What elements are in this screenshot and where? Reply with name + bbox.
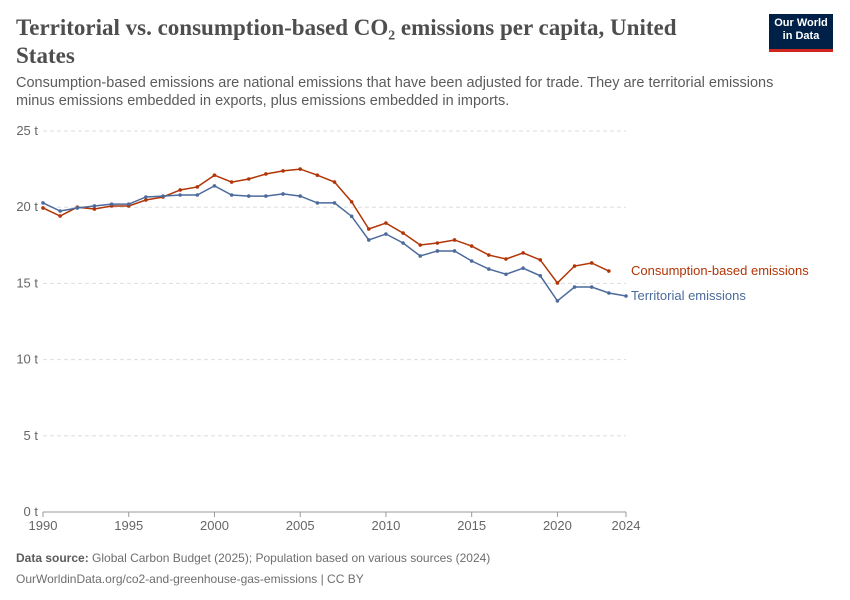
data-point [487,253,491,257]
data-point [401,241,405,245]
owid-logo[interactable]: Our World in Data [769,14,833,52]
data-point [469,259,474,263]
data-point [195,185,200,189]
line-chart: 0 t 5 t 10 t 15 t 20 t 25 t 1990 1995 2000 2005 20… [16,123,809,533]
data-point [229,180,234,184]
x-tick-label: 2015 [457,518,486,533]
data-point [41,206,45,210]
data-point [435,241,440,245]
data-point [41,201,45,205]
data-point [589,261,594,265]
data-point [195,193,200,197]
data-point [589,285,594,289]
x-tick-label: 2010 [371,518,400,533]
data-point [555,299,560,303]
data-point [58,209,62,213]
data-point [332,201,337,205]
y-tick-label: 10 t [16,352,38,367]
x-tick-label: 2024 [612,518,641,533]
data-point [555,281,560,285]
data-point [315,173,320,177]
data-point [144,195,148,199]
y-tick-label: 0 t [24,504,39,519]
data-point [178,193,182,197]
footer-url[interactable]: OurWorldinData.org/co2-and-greenhouse-ga… [16,572,364,586]
data-point [281,169,285,173]
x-tick-label: 2020 [543,518,572,533]
data-point [264,172,268,176]
logo-line2: in Data [782,30,820,42]
data-point [452,249,457,253]
data-point [92,207,97,211]
y-tick-label: 25 t [16,123,38,138]
data-point [349,214,354,219]
series-label: Consumption-based emissions [631,263,809,278]
data-point [212,173,217,177]
data-point [452,238,457,242]
x-tick-label: 2005 [286,518,315,533]
data-point [572,285,577,289]
data-point [298,194,303,198]
data-point [384,232,388,236]
data-point [538,273,543,278]
data-point [366,227,371,231]
data-point [178,188,182,192]
y-tick-label: 5 t [24,428,39,443]
data-point [298,167,303,171]
x-tick-label: 1995 [114,518,143,533]
source-text: Global Carbon Budget (2025); Population … [92,551,491,565]
series-label: Territorial emissions [631,288,746,303]
data-point [607,291,611,295]
series-line-0 [42,168,610,285]
data-point [521,266,525,270]
chart-subtitle: Consumption-based emissions are national… [16,75,774,109]
data-point [624,294,628,298]
data-point [401,231,405,235]
x-tick-label: 1990 [29,518,58,533]
data-point [161,194,165,198]
data-point [487,267,491,271]
data-point [366,238,371,242]
data-point [504,272,508,277]
data-point [521,251,525,255]
logo-line1: Our World [774,17,828,29]
data-point [144,198,148,202]
data-point [538,258,543,262]
data-point [109,202,114,206]
data-point [246,194,251,198]
data-point [418,254,423,258]
data-point [435,249,440,253]
data-point [75,206,80,210]
data-point [332,180,337,184]
chart-title: Territorial vs. consumption-based CO₂ em… [16,15,677,68]
data-point [58,214,62,218]
data-point [246,177,251,181]
source-label: Data source: [16,551,89,565]
y-tick-label: 20 t [16,199,38,214]
x-tick-label: 2000 [200,518,229,533]
data-point [572,264,577,268]
data-point [229,193,234,197]
data-point [315,201,320,205]
data-point [418,243,423,247]
footer: Data source: Global Carbon Budget (2025)… [16,548,490,590]
data-point [264,194,268,198]
data-point [469,244,474,248]
data-point [504,257,508,261]
data-point [92,204,97,208]
data-point [281,192,285,196]
data-point [384,221,388,225]
data-point [126,202,131,206]
y-tick-label: 15 t [16,275,38,290]
data-point [607,269,611,273]
data-point [349,200,354,204]
data-point [212,184,217,188]
